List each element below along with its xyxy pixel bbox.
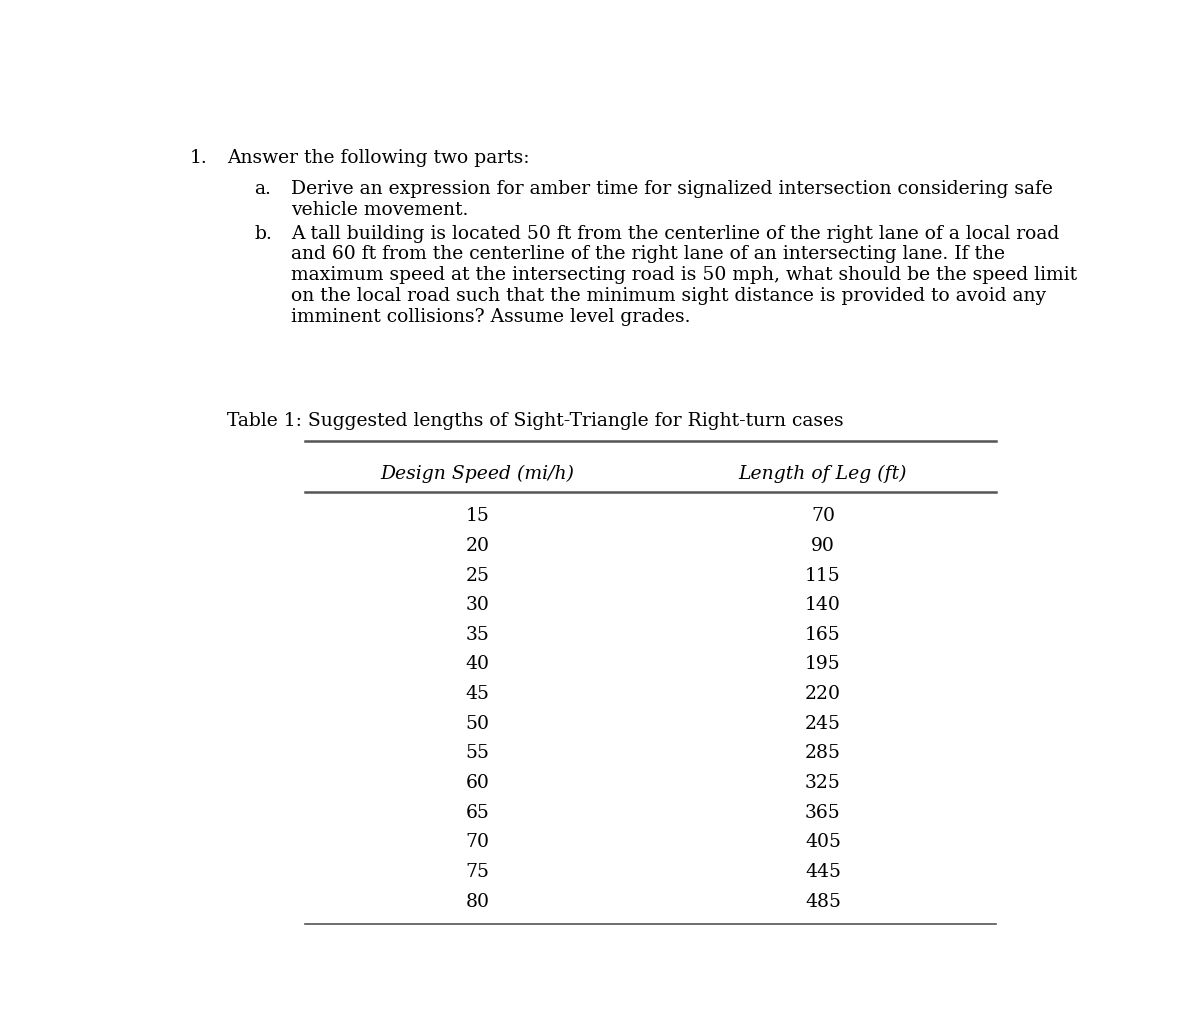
Text: 1.: 1. xyxy=(190,149,208,167)
Text: 75: 75 xyxy=(466,863,489,881)
Text: 115: 115 xyxy=(805,566,841,585)
Text: 25: 25 xyxy=(466,566,489,585)
Text: A tall building is located 50 ft from the centerline of the right lane of a loca: A tall building is located 50 ft from th… xyxy=(291,225,1078,326)
Text: 140: 140 xyxy=(805,597,841,614)
Text: 485: 485 xyxy=(805,892,841,911)
Text: Table 1: Suggested lengths of Sight-Triangle for Right-turn cases: Table 1: Suggested lengths of Sight-Tria… xyxy=(227,411,843,430)
Text: 445: 445 xyxy=(805,863,841,881)
Text: 15: 15 xyxy=(466,508,489,526)
Text: 245: 245 xyxy=(805,715,841,732)
Text: 165: 165 xyxy=(805,626,841,644)
Text: 405: 405 xyxy=(805,834,841,851)
Text: Length of Leg (ft): Length of Leg (ft) xyxy=(739,465,908,483)
Text: 80: 80 xyxy=(466,892,489,911)
Text: 55: 55 xyxy=(466,745,489,763)
Text: Derive an expression for amber time for signalized intersection considering safe: Derive an expression for amber time for … xyxy=(291,180,1053,219)
Text: 285: 285 xyxy=(805,745,841,763)
Text: 70: 70 xyxy=(466,834,489,851)
Text: 325: 325 xyxy=(805,774,841,792)
Text: 220: 220 xyxy=(805,685,841,703)
Text: 365: 365 xyxy=(805,803,841,822)
Text: 30: 30 xyxy=(466,597,489,614)
Text: 20: 20 xyxy=(466,537,489,555)
Text: Answer the following two parts:: Answer the following two parts: xyxy=(227,149,530,167)
Text: 90: 90 xyxy=(811,537,835,555)
Text: 40: 40 xyxy=(466,655,489,674)
Text: 70: 70 xyxy=(811,508,835,526)
Text: Design Speed (mi/h): Design Speed (mi/h) xyxy=(380,465,575,483)
Text: a.: a. xyxy=(254,180,271,199)
Text: b.: b. xyxy=(254,225,272,242)
Text: 50: 50 xyxy=(466,715,489,732)
Text: 65: 65 xyxy=(466,803,489,822)
Text: 60: 60 xyxy=(466,774,489,792)
Text: 35: 35 xyxy=(466,626,489,644)
Text: 45: 45 xyxy=(466,685,489,703)
Text: 195: 195 xyxy=(805,655,841,674)
